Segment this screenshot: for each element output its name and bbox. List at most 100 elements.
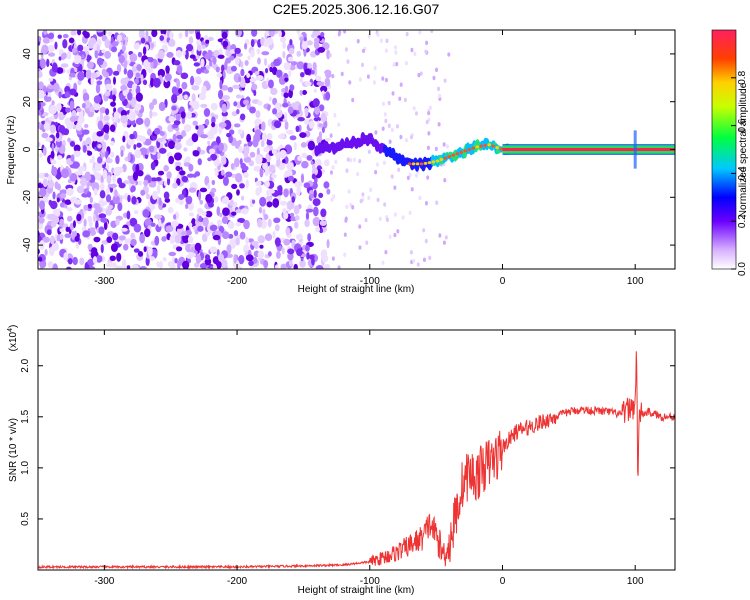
spectrum-noise-blob (38, 35, 42, 42)
spectrum-noise-blob (105, 194, 112, 203)
spectrum-noise-blob (81, 54, 85, 59)
spectrum-noise-blob (136, 64, 142, 71)
spectrum-noise-blob (331, 165, 335, 170)
spectrum-noise-blob (234, 172, 243, 183)
spectrum-noise-blob (46, 58, 50, 68)
spectrum-noise-blob (149, 109, 153, 119)
spectrum-noise-blob (98, 213, 107, 219)
spectrum-noise-blob (247, 55, 251, 61)
spectrum-noise-blob (372, 80, 376, 85)
spectrum-noise-blob (184, 94, 188, 100)
spectrum-noise-blob (219, 212, 223, 218)
spectrum-noise-blob (259, 167, 264, 178)
spectrum-noise-blob (97, 143, 102, 149)
spectrum-noise-blob (160, 222, 166, 229)
spectrum-noise-blob (65, 107, 71, 113)
spectrum-noise-blob (101, 68, 107, 77)
spectrum-noise-blob (93, 213, 97, 223)
spectrum-noise-blob (188, 101, 197, 106)
spectrum-noise-blob (197, 124, 204, 133)
spectrum-noise-blob (293, 263, 298, 269)
spectrum-noise-blob (221, 197, 228, 204)
spectrum-noise-blob (194, 75, 202, 86)
spectrum-noise-blob (44, 249, 48, 256)
spectrum-noise-blob (181, 81, 188, 90)
spectrum-noise-blob (399, 134, 403, 140)
spectrum-noise-blob (273, 58, 281, 67)
spectrum-noise-blob (144, 117, 151, 127)
spectrum-noise-blob (275, 264, 279, 269)
spectrum-noise-blob (207, 157, 212, 162)
spectrum-noise-blob (118, 182, 126, 189)
spectrum-noise-blob (188, 222, 193, 228)
spectrum-noise-blob (221, 259, 228, 269)
spectrum-noise-blob (104, 38, 110, 49)
spectrum-noise-blob (191, 93, 196, 103)
spectrum-noise-blob (39, 187, 47, 197)
spectrum-noise-blob (413, 51, 417, 57)
spectrum-noise-blob (148, 182, 157, 188)
spectrum-noise-blob (324, 69, 332, 76)
spectrum-noise-blob (348, 80, 352, 85)
spectrum-noise-blob (117, 177, 123, 185)
spectrum-noise-blob (56, 102, 62, 112)
snr-y-ticks: 0.5 1.0 1.5 2.0 (20, 358, 675, 526)
spectrum-noise-blob (326, 188, 331, 195)
spectrum-noise-blob (100, 217, 108, 223)
spectrum-noise-blob (249, 265, 255, 269)
spectrum-noise-blob (38, 81, 44, 90)
spectrum-noise-blob (345, 168, 349, 173)
spectrum-noise-blob (287, 56, 294, 62)
spectrum-noise-blob (163, 191, 170, 200)
spectrum-noise-blob (237, 217, 246, 224)
spectrum-noise-blob (192, 150, 200, 157)
spectrum-noise-blob (432, 75, 436, 81)
spectrum-noise-blob (321, 126, 325, 134)
spectrum-noise-blob (251, 30, 258, 37)
spectrum-noise-blob (221, 169, 225, 176)
spectrum-core-blob (415, 162, 420, 166)
spectrum-noise-blob (296, 248, 303, 257)
spectrum-noise-blob (326, 238, 330, 249)
spectrum-noise-blob (138, 30, 145, 39)
spectrum-noise-blob (150, 161, 156, 171)
spectrum-noise-blob (330, 197, 334, 202)
spectrum-noise-blob (178, 194, 185, 201)
spectrum-noise-blob (163, 164, 169, 172)
spectrum-noise-blob (248, 260, 254, 267)
spectrum-noise-blob (295, 233, 304, 240)
spectrum-noise-blob (235, 94, 242, 99)
spectrum-noise-blob (438, 233, 442, 238)
spectrum-noise-blob (204, 257, 212, 266)
spectrum-noise-blob (255, 110, 261, 119)
spectrum-noise-blob (103, 133, 109, 141)
svg-text:(x104): (x104) (7, 325, 19, 352)
spectrum-noise-blob (79, 257, 85, 266)
spectrum-noise-blob (434, 146, 438, 152)
spectrum-noise-blob (261, 121, 266, 132)
colorbar-tick-label: 0.0 (737, 262, 748, 276)
spectrum-noise-blob (42, 146, 47, 156)
spectrum-noise-blob (305, 244, 310, 252)
spectrum-noise-blob (315, 265, 324, 269)
spectrum-noise-blob (135, 85, 141, 95)
spectrum-noise-blob (379, 38, 383, 43)
spectrum-noise-blob (117, 202, 123, 212)
spectrum-noise-blob (86, 61, 94, 70)
spectrum-noise-blob (424, 238, 428, 244)
spectrum-noise-blob (388, 139, 392, 144)
spectrum-noise-blob (73, 58, 81, 65)
x-tick-label: -200 (227, 276, 247, 287)
spectrum-noise-blob (165, 65, 170, 73)
spectrum-noise-blob (384, 48, 388, 53)
spectrum-noise-blob (289, 84, 295, 92)
spectrum-noise-blob (251, 199, 256, 204)
spectrum-noise-blob (38, 71, 43, 78)
spectrum-noise-blob (409, 134, 413, 140)
spectrum-noise-blob (218, 126, 223, 135)
spectrum-noise-blob (89, 227, 96, 233)
spectrum-noise-blob (133, 248, 140, 253)
spectrum-noise-blob (59, 202, 66, 208)
spectrum-noise-blob (425, 40, 429, 46)
spectrum-noise-blob (235, 209, 242, 214)
